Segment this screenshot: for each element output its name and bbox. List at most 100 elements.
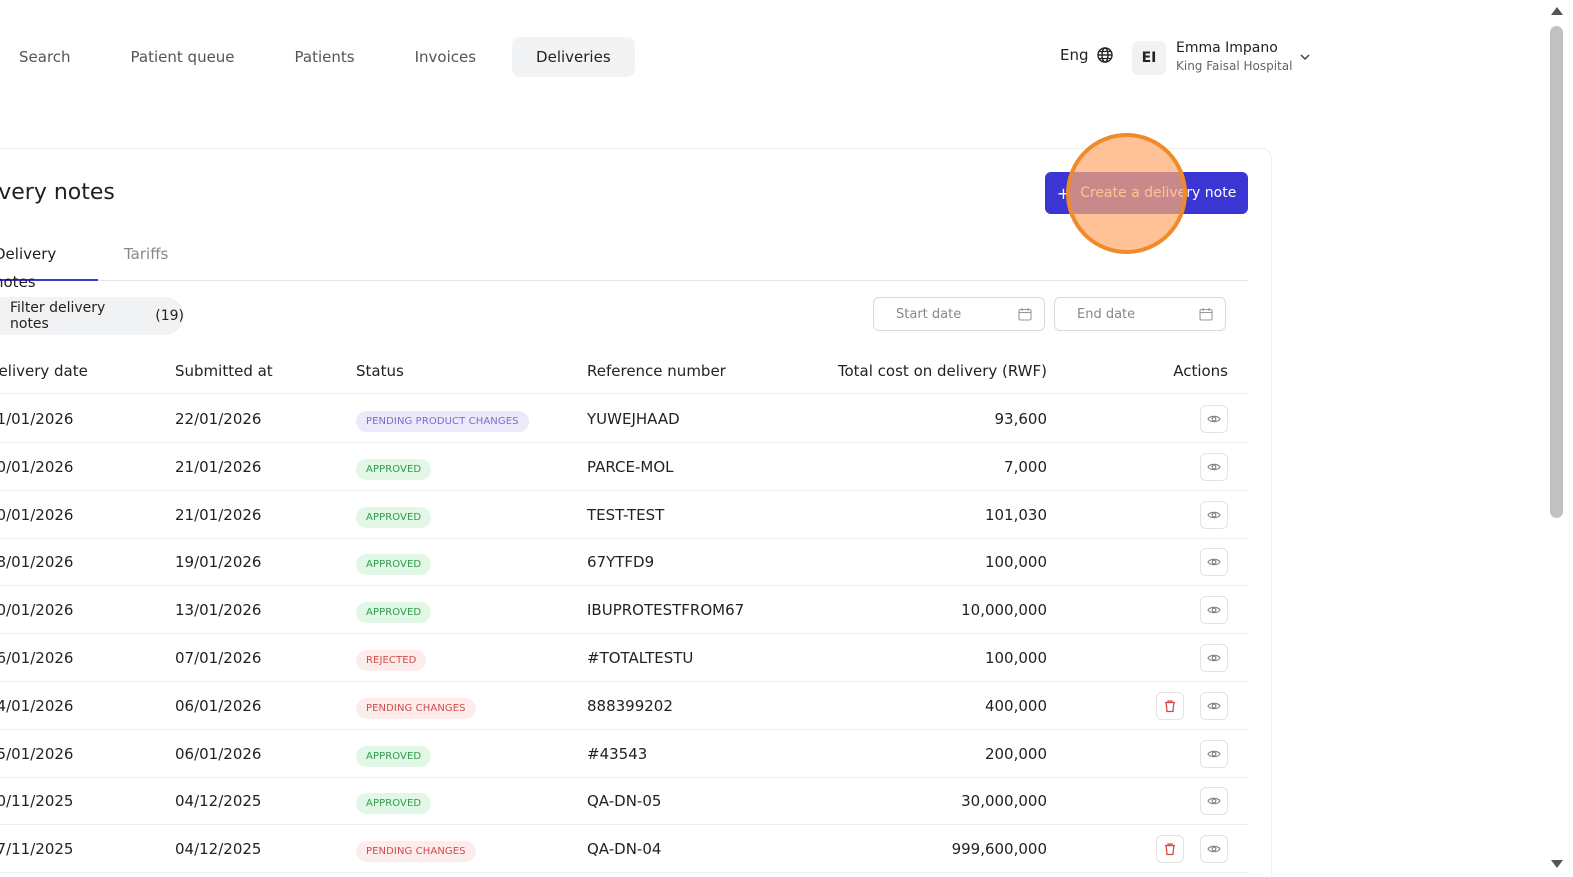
filter-delivery-notes-button[interactable]: Filter delivery notes (19) bbox=[0, 297, 184, 335]
nav-item-patients[interactable]: Patients bbox=[294, 48, 355, 66]
status-badge: APPROVED bbox=[356, 554, 432, 576]
eye-icon bbox=[1207, 798, 1221, 805]
user-name: Emma Impano bbox=[1176, 40, 1278, 56]
view-button[interactable] bbox=[1200, 787, 1228, 816]
table-row: 20/01/2026 21/01/2026 APPROVED PARCE-MOL 7,0… bbox=[0, 443, 1248, 491]
tab-delivery-notes[interactable]: Delivery notes bbox=[0, 240, 98, 291]
trash-icon bbox=[1165, 843, 1175, 856]
cell-submitted-at: 04/12/2025 bbox=[175, 840, 262, 859]
view-button[interactable] bbox=[1200, 548, 1228, 577]
cell-delivery-date: 05/01/2026 bbox=[0, 744, 74, 763]
cell-delivery-date: 04/01/2026 bbox=[0, 696, 74, 715]
scroll-down-arrow-icon[interactable] bbox=[1549, 858, 1565, 870]
plus-icon: + bbox=[1056, 183, 1071, 203]
cell-delivery-date: 18/01/2026 bbox=[0, 553, 74, 572]
status-badge: APPROVED bbox=[356, 506, 432, 528]
nav-item-deliveries[interactable]: Deliveries bbox=[512, 37, 635, 77]
table-row: 18/01/2026 19/01/2026 APPROVED 67YTFD9 100,0… bbox=[0, 538, 1248, 587]
table-row: 27/11/2025 04/12/2025 PENDING CHANGES QA-DN… bbox=[0, 825, 1248, 874]
cell-delivery-date: 27/11/2025 bbox=[0, 840, 74, 859]
cell-reference-number: 67YTFD9 bbox=[587, 553, 655, 572]
cell-reference-number: 888399202 bbox=[587, 696, 673, 715]
cell-delivery-date: 20/01/2026 bbox=[0, 505, 74, 524]
delivery-notes-card bbox=[0, 148, 1272, 877]
calendar-icon bbox=[1018, 308, 1032, 321]
start-date-input[interactable]: Start date bbox=[873, 297, 1045, 331]
table-row: 06/01/2026 07/01/2026 REJECTED #TOTALTESTU 1… bbox=[0, 634, 1248, 682]
cell-reference-number: #43543 bbox=[587, 744, 648, 763]
cell-submitted-at: 13/01/2026 bbox=[175, 601, 262, 620]
eye-icon bbox=[1207, 463, 1221, 471]
status-badge: PENDING CHANGES bbox=[356, 697, 476, 719]
scroll-up-arrow-icon[interactable] bbox=[1549, 5, 1565, 17]
avatar[interactable]: EI bbox=[1132, 41, 1166, 75]
cell-delivery-date: 10/01/2026 bbox=[0, 601, 74, 620]
cell-reference-number: YUWEJHAAD bbox=[587, 410, 680, 428]
eye-icon bbox=[1207, 606, 1221, 614]
cell-reference-number: QA-DN-04 bbox=[587, 840, 662, 859]
cell-submitted-at: 22/01/2026 bbox=[175, 410, 262, 428]
table-row: 10/01/2026 13/01/2026 APPROVED IBUPROTESTFR… bbox=[0, 586, 1248, 635]
view-button[interactable] bbox=[1200, 691, 1228, 720]
calendar-icon bbox=[1199, 308, 1213, 321]
cell-submitted-at: 07/01/2026 bbox=[175, 649, 262, 667]
cell-total-cost: 7,000 bbox=[1004, 457, 1047, 476]
nav-item-invoices[interactable]: Invoices bbox=[414, 48, 477, 66]
status-badge: PENDING CHANGES bbox=[356, 841, 476, 863]
status-badge: APPROVED bbox=[356, 745, 432, 767]
eye-icon bbox=[1207, 654, 1221, 662]
table-row: 05/01/2026 06/01/2026 APPROVED #43543 200,00… bbox=[0, 730, 1248, 778]
table-row: 21/01/2026 22/01/2026 PENDING PRODUCT CHAN… bbox=[0, 395, 1248, 443]
column-submitted-at: Submitted at bbox=[175, 362, 273, 380]
cell-total-cost: 400,000 bbox=[984, 696, 1047, 715]
view-button[interactable] bbox=[1200, 739, 1228, 768]
filter-count: (19) bbox=[155, 308, 184, 324]
column-reference-number: Reference number bbox=[587, 362, 726, 380]
eye-icon bbox=[1207, 559, 1221, 566]
cell-submitted-at: 06/01/2026 bbox=[175, 744, 262, 763]
view-button[interactable] bbox=[1200, 452, 1228, 481]
tab-tariffs[interactable]: Tariffs bbox=[124, 245, 169, 263]
cell-delivery-date: 06/01/2026 bbox=[0, 649, 74, 667]
view-button[interactable] bbox=[1200, 835, 1228, 864]
cell-total-cost: 999,600,000 bbox=[951, 840, 1047, 859]
cell-reference-number: PARCE-MOL bbox=[587, 457, 674, 476]
eye-icon bbox=[1207, 702, 1221, 710]
end-date-input[interactable]: End date bbox=[1054, 297, 1226, 331]
nav-item-patient-queue[interactable]: Patient queue bbox=[130, 48, 235, 66]
cell-submitted-at: 21/01/2026 bbox=[175, 505, 262, 524]
delete-button[interactable] bbox=[1156, 835, 1184, 864]
language-label: Eng bbox=[1060, 46, 1089, 64]
chevron-down-icon[interactable] bbox=[1298, 50, 1312, 64]
language-selector[interactable]: Eng bbox=[1060, 46, 1113, 64]
top-nav: Search Patient queue Patients Invoices D… bbox=[0, 37, 635, 77]
cell-reference-number: #TOTALTESTU bbox=[587, 649, 694, 667]
create-delivery-note-button[interactable]: + Create a delivery note bbox=[1045, 172, 1248, 214]
view-button[interactable] bbox=[1200, 596, 1228, 625]
cell-total-cost: 30,000,000 bbox=[961, 792, 1047, 811]
tabs: Delivery notes Tariffs bbox=[0, 240, 1248, 291]
cell-submitted-at: 04/12/2025 bbox=[175, 792, 262, 811]
globe-icon bbox=[1096, 47, 1113, 63]
nav-item-search[interactable]: Search bbox=[19, 48, 71, 66]
status-badge: REJECTED bbox=[356, 650, 427, 671]
end-date-placeholder: End date bbox=[1077, 306, 1136, 322]
start-date-placeholder: Start date bbox=[896, 306, 962, 322]
delete-button[interactable] bbox=[1156, 691, 1184, 720]
column-status: Status bbox=[356, 362, 404, 380]
table-row: 20/01/2026 21/01/2026 APPROVED TEST-TEST 101… bbox=[0, 491, 1248, 539]
cell-delivery-date: 30/11/2025 bbox=[0, 792, 74, 811]
cell-total-cost: 100,000 bbox=[984, 649, 1047, 667]
view-button[interactable] bbox=[1200, 500, 1228, 529]
cell-submitted-at: 06/01/2026 bbox=[175, 696, 262, 715]
cell-submitted-at: 21/01/2026 bbox=[175, 457, 262, 476]
status-badge: APPROVED bbox=[356, 458, 432, 480]
cell-submitted-at: 19/01/2026 bbox=[175, 553, 262, 572]
scrollbar-thumb[interactable] bbox=[1550, 26, 1563, 518]
cell-total-cost: 200,000 bbox=[984, 744, 1047, 763]
view-button[interactable] bbox=[1200, 644, 1228, 672]
cell-delivery-date: 20/01/2026 bbox=[0, 457, 74, 476]
table-header: Delivery date Submitted at Status Refere… bbox=[0, 352, 1248, 394]
view-button[interactable] bbox=[1200, 405, 1228, 433]
